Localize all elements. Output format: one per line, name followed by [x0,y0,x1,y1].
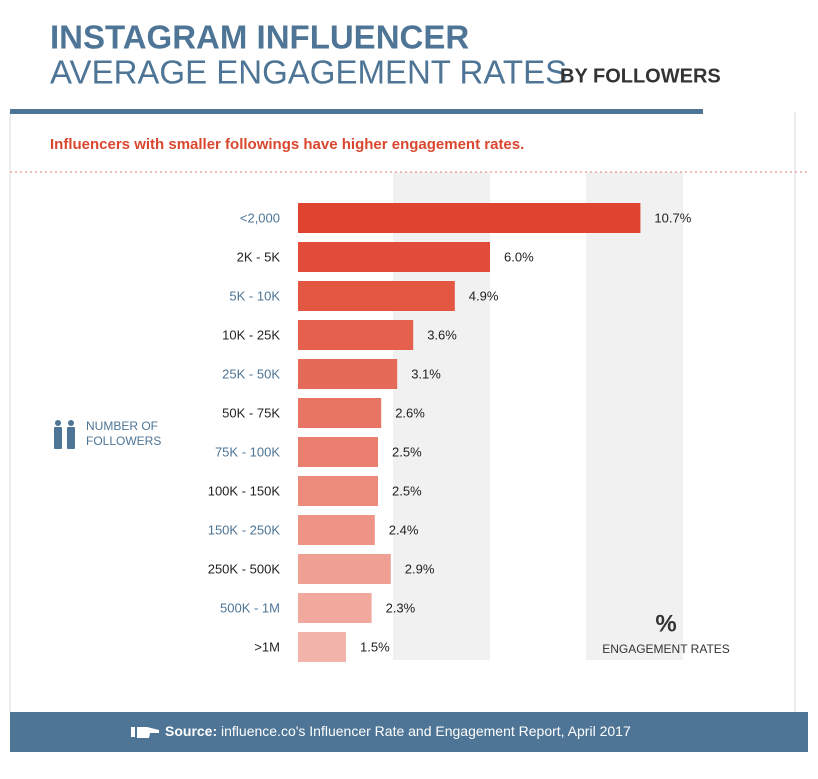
value-label: 1.5% [360,639,390,654]
bar [298,554,391,584]
value-label: 2.5% [392,444,422,459]
y-tick-label: 100K - 150K [208,483,281,498]
bar [298,593,372,623]
value-label: 2.6% [395,405,425,420]
bar [298,476,378,506]
pointer-icon [131,727,159,738]
value-label: 3.1% [411,366,441,381]
bar [298,281,455,311]
value-label: 10.7% [654,210,691,225]
x-axis-label: ENGAGEMENT RATES [602,642,730,656]
bar [298,632,346,662]
y-tick-label: 50K - 75K [222,405,280,420]
y-tick-label: >1M [254,639,280,654]
y-tick-label: 5K - 10K [229,288,280,303]
x-axis-symbol: % [655,610,676,637]
chart-title: INSTAGRAM INFLUENCER [50,19,469,56]
y-axis-label: FOLLOWERS [86,434,161,448]
people-icon [54,420,75,449]
bar [298,398,382,428]
value-label: 2.5% [392,483,422,498]
value-label: 2.3% [386,600,416,615]
y-tick-label: 250K - 500K [208,561,281,576]
source: Source: influence.co's Influencer Rate a… [165,723,631,739]
value-label: 2.9% [405,561,435,576]
bar [298,437,378,467]
bar [298,242,490,272]
bar [298,203,641,233]
source-label: Source: [165,723,217,739]
value-label: 3.6% [427,327,457,342]
y-tick-label: 150K - 250K [208,522,281,537]
background-stripe [586,172,683,660]
value-label: 6.0% [504,249,534,264]
y-tick-label: 10K - 25K [222,327,280,342]
bar [298,515,375,545]
bar [298,320,414,350]
y-axis-label: NUMBER OF [86,419,158,433]
y-tick-label: <2,000 [240,210,280,225]
value-label: 2.4% [389,522,419,537]
y-tick-label: 75K - 100K [215,444,280,459]
bar [298,359,398,389]
y-tick-label: 25K - 50K [222,366,280,381]
y-tick-label: 2K - 5K [237,249,281,264]
chart-subtitle-suffix: BY FOLLOWERS [560,65,721,87]
y-tick-label: 500K - 1M [220,600,280,615]
value-label: 4.9% [469,288,499,303]
caption: Influencers with smaller followings have… [50,136,524,153]
title-rule [10,109,703,114]
chart-subtitle: AVERAGE ENGAGEMENT RATES [50,54,567,91]
source-text: influence.co's Influencer Rate and Engag… [221,723,631,739]
